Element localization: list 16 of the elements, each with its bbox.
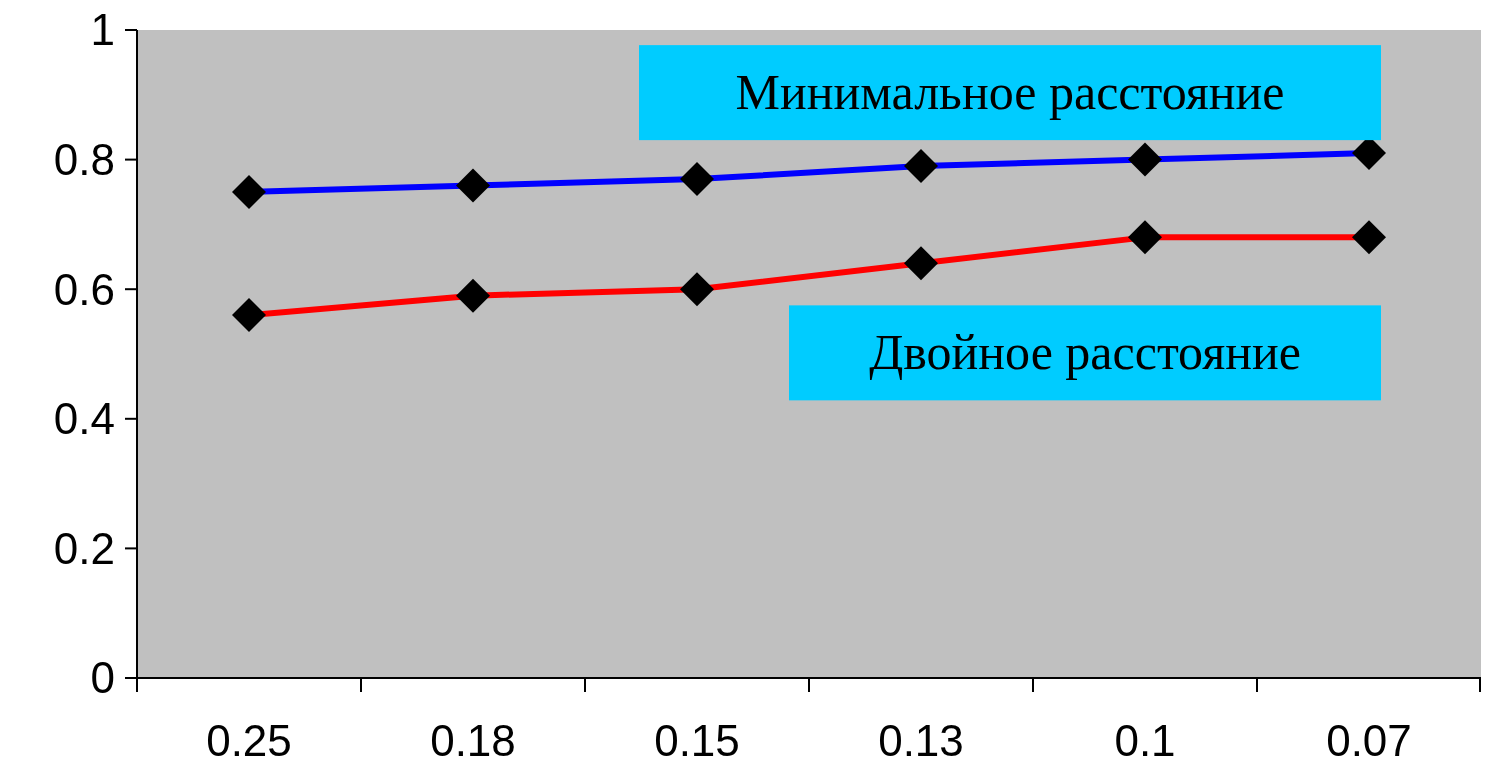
x-tick-label: 0.1 (1114, 716, 1176, 765)
y-tick-label: 0.6 (53, 264, 115, 314)
name-label-box: Двойное расстояние (789, 305, 1381, 401)
x-tick-label: 0.07 (1326, 716, 1412, 765)
x-tick-label: 0.25 (206, 716, 292, 765)
name-label-box: Минимальное расстояние (639, 45, 1381, 141)
y-tick-label: 1 (90, 5, 115, 55)
y-tick-label: 0.2 (53, 523, 115, 573)
y-tick-label: 0 (90, 653, 115, 703)
y-tick-label: 0.8 (53, 135, 115, 184)
series-label: Двойное расстояние (869, 324, 1301, 381)
y-tick-label: 0.4 (53, 394, 115, 444)
x-tick-label: 0.18 (430, 716, 516, 765)
x-tick-label: 0.15 (654, 716, 740, 765)
series-label: Минимальное расстояние (735, 64, 1285, 121)
x-tick-label: 0.13 (878, 716, 964, 765)
